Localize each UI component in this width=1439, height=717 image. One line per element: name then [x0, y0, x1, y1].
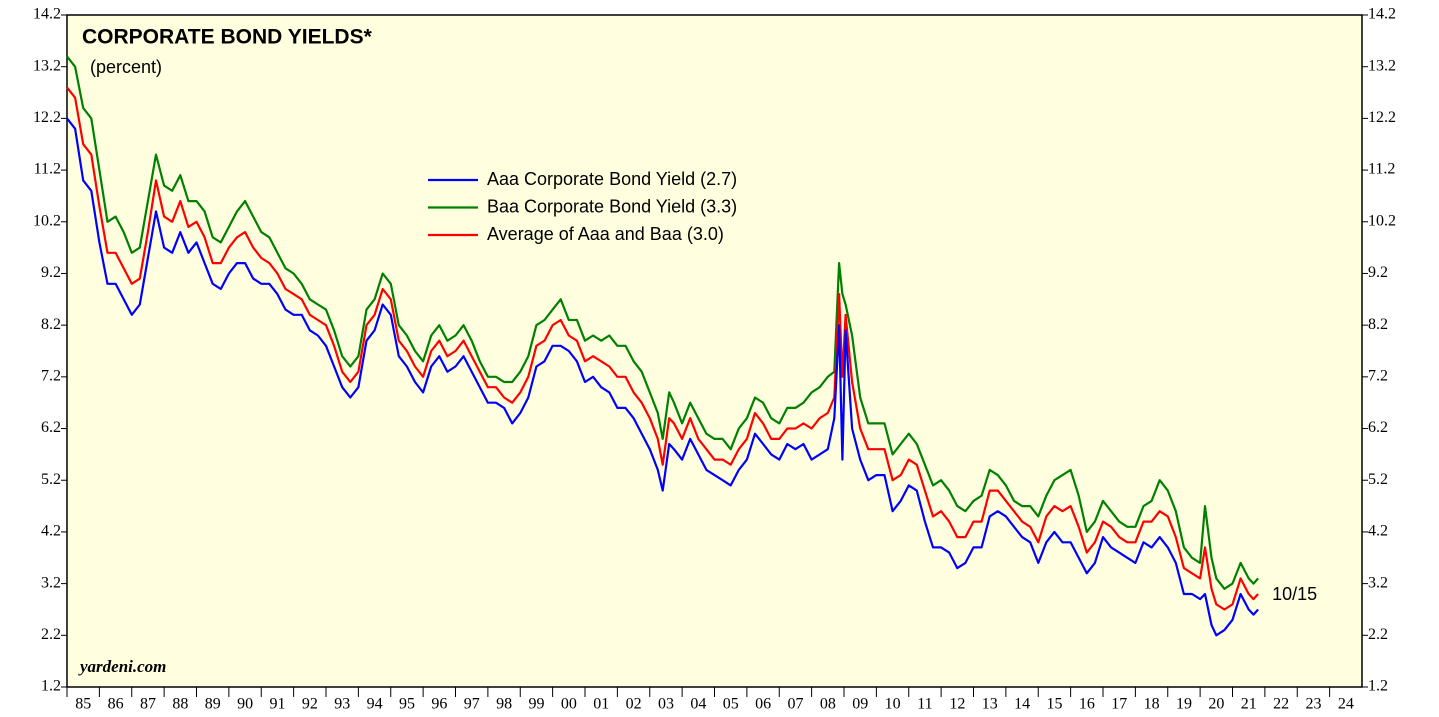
y-tick-label: 7.2	[41, 368, 61, 385]
x-tick-label: 98	[496, 696, 512, 713]
x-tick-label: 17	[1111, 696, 1127, 713]
y-tick-label: 8.2	[41, 316, 61, 333]
y2-tick-label: 4.2	[1368, 523, 1388, 540]
x-tick-label: 89	[205, 696, 221, 713]
y2-tick-label: 13.2	[1368, 57, 1396, 74]
x-tick-label: 23	[1305, 696, 1321, 713]
x-tick-label: 04	[690, 696, 706, 713]
y2-tick-label: 3.2	[1368, 574, 1388, 591]
chart-title: CORPORATE BOND YIELDS*	[82, 26, 373, 49]
x-tick-label: 19	[1176, 696, 1192, 713]
y2-tick-label: 9.2	[1368, 264, 1388, 281]
x-tick-label: 86	[108, 696, 124, 713]
source: yardeni.com	[78, 657, 166, 676]
x-tick-label: 18	[1144, 696, 1160, 713]
x-tick-label: 06	[755, 696, 771, 713]
x-tick-label: 14	[1014, 696, 1030, 713]
y2-tick-label: 10.2	[1368, 212, 1396, 229]
x-tick-label: 05	[723, 696, 739, 713]
y-tick-label: 6.2	[41, 419, 61, 436]
chart-subtitle: (percent)	[90, 57, 162, 77]
x-tick-label: 11	[917, 696, 932, 713]
y2-tick-label: 1.2	[1368, 678, 1388, 695]
x-tick-label: 12	[949, 696, 965, 713]
x-tick-label: 08	[820, 696, 836, 713]
y-tick-label: 11.2	[34, 161, 61, 178]
series-line	[66, 86, 1259, 611]
x-tick-label: 15	[1046, 696, 1062, 713]
x-tick-label: 88	[172, 696, 188, 713]
y-tick-label: 10.2	[33, 212, 61, 229]
series-line	[66, 117, 1259, 637]
x-tick-label: 10	[885, 696, 901, 713]
y-tick-label: 5.2	[41, 471, 61, 488]
legend-label: Aaa Corporate Bond Yield (2.7)	[487, 169, 737, 189]
y-tick-label: 2.2	[41, 626, 61, 643]
y2-tick-label: 14.2	[1368, 6, 1396, 23]
x-tick-label: 20	[1208, 696, 1224, 713]
y-tick-label: 4.2	[41, 523, 61, 540]
x-tick-label: 01	[593, 696, 609, 713]
series-line	[66, 55, 1259, 590]
x-tick-label: 09	[852, 696, 868, 713]
plot-area	[66, 14, 1363, 688]
y2-tick-label: 5.2	[1368, 471, 1388, 488]
x-tick-label: 91	[269, 696, 285, 713]
x-tick-label: 94	[367, 696, 383, 713]
y2-tick-label: 11.2	[1368, 161, 1395, 178]
x-tick-label: 96	[431, 696, 447, 713]
y-tick-label: 9.2	[41, 264, 61, 281]
x-tick-label: 97	[464, 696, 480, 713]
x-tick-label: 13	[982, 696, 998, 713]
y-tick-label: 1.2	[41, 678, 61, 695]
x-tick-label: 92	[302, 696, 318, 713]
x-tick-label: 87	[140, 696, 156, 713]
x-tick-label: 16	[1079, 696, 1095, 713]
x-tick-label: 22	[1273, 696, 1289, 713]
x-tick-label: 07	[787, 696, 803, 713]
legend-label: Average of Aaa and Baa (3.0)	[487, 224, 724, 244]
y2-tick-label: 2.2	[1368, 626, 1388, 643]
y2-tick-label: 8.2	[1368, 316, 1388, 333]
x-tick-label: 02	[626, 696, 642, 713]
y-tick-label: 3.2	[41, 574, 61, 591]
x-tick-label: 03	[658, 696, 674, 713]
y-tick-label: 12.2	[33, 109, 61, 126]
x-tick-label: 95	[399, 696, 415, 713]
y2-tick-label: 12.2	[1368, 109, 1396, 126]
y2-tick-label: 7.2	[1368, 368, 1388, 385]
y2-tick-label: 6.2	[1368, 419, 1388, 436]
y-tick-label: 13.2	[33, 57, 61, 74]
x-tick-label: 24	[1338, 696, 1354, 713]
x-tick-label: 00	[561, 696, 577, 713]
x-tick-label: 93	[334, 696, 350, 713]
x-tick-label: 21	[1241, 696, 1257, 713]
x-tick-label: 85	[75, 696, 91, 713]
x-tick-label: 99	[528, 696, 544, 713]
y-tick-label: 14.2	[33, 6, 61, 23]
legend-label: Baa Corporate Bond Yield (3.3)	[487, 196, 737, 216]
x-tick-label: 90	[237, 696, 253, 713]
annotation: 10/15	[1272, 584, 1317, 604]
